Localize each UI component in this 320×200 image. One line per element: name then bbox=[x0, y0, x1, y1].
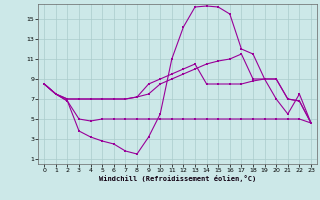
X-axis label: Windchill (Refroidissement éolien,°C): Windchill (Refroidissement éolien,°C) bbox=[99, 175, 256, 182]
